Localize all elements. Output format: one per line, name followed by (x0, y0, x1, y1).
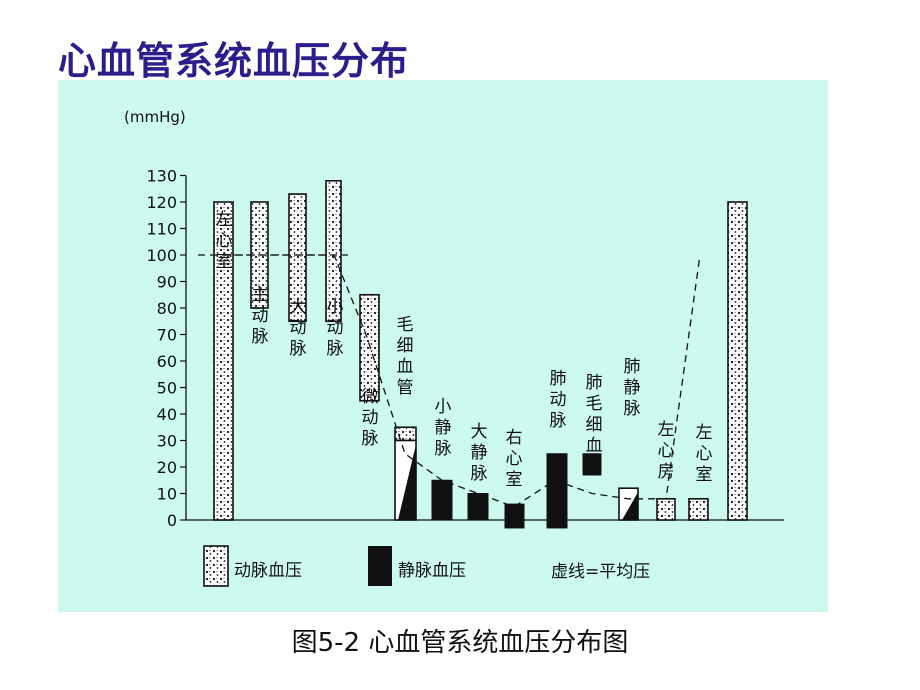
y-tick-label: 100 (146, 246, 177, 265)
legend: 动脉血压 静脉血压 虚线=平均压 (203, 545, 650, 587)
category-label: 肺动脉 (550, 369, 567, 431)
category-label: 微动脉 (362, 387, 379, 449)
slide-title: 心血管系统血压分布 (58, 39, 410, 83)
category-labels: 左心室主动脉大动脉小动脉微动脉毛细血管小静脉大静脉右心室肺动脉肺毛细血管肺静脉左… (216, 210, 713, 490)
bars (213, 180, 748, 529)
y-tick-label: 10 (157, 485, 177, 504)
venous-pressure-bar (398, 444, 416, 520)
y-tick-label: 40 (157, 405, 177, 424)
y-tick-label: 60 (157, 352, 177, 371)
category-label: 毛细血管 (397, 315, 414, 398)
venous-pressure-bar (504, 503, 525, 529)
category-label: 右心室 (506, 428, 523, 490)
category-label: 小动脉 (327, 297, 344, 359)
venous-pressure-bar (582, 453, 602, 476)
blood-pressure-chart: (mmHg) 0 10 20 30 40 50 60 70 80 90 100 110 120 130 左心… (124, 108, 784, 587)
venous-pressure-bar (546, 453, 568, 529)
figure-caption: 图5-2 心血管系统血压分布图 (291, 628, 629, 658)
y-tick-label: 110 (146, 220, 177, 239)
arterial-pressure-bar (325, 180, 342, 323)
category-label: 大静脉 (471, 422, 488, 484)
legend-swatch-venous (368, 546, 392, 586)
legend-label-arterial: 动脉血压 (234, 561, 302, 581)
y-tick-label: 30 (157, 432, 177, 451)
category-label: 主动脉 (252, 285, 269, 347)
arterial-pressure-bar (688, 497, 709, 521)
legend-label-venous: 静脉血压 (398, 561, 466, 581)
arterial-pressure-bar (359, 293, 380, 402)
y-tick-label: 70 (157, 326, 177, 345)
y-axis: (mmHg) 0 10 20 30 40 50 60 70 80 90 100 110 120 130 (124, 108, 784, 530)
y-tick-label: 80 (157, 299, 177, 318)
y-tick-label: 20 (157, 458, 177, 477)
venous-pressure-bar (467, 493, 489, 521)
venous-pressure-bar (622, 492, 638, 520)
chart-panel: (mmHg) 0 10 20 30 40 50 60 70 80 90 100 110 120 130 左心… (58, 80, 828, 612)
mean-pressure-line (198, 254, 701, 508)
legend-label-mean: 虚线=平均压 (551, 562, 650, 582)
y-tick-label: 130 (146, 167, 177, 186)
arterial-pressure-bar (656, 497, 676, 521)
arterial-pressure-bar (213, 201, 234, 521)
y-tick-label: 50 (157, 379, 177, 398)
legend-swatch-arterial (203, 545, 229, 587)
category-label: 肺静脉 (624, 357, 641, 419)
mean-pressure-polyline (224, 254, 701, 508)
category-label: 左心室 (216, 210, 233, 272)
arterial-pressure-bar (727, 201, 748, 521)
venous-pressure-bar (431, 479, 453, 521)
y-tick-label: 0 (167, 511, 177, 530)
category-label: 左心房 (658, 420, 675, 482)
arterial-pressure-bar (288, 193, 307, 323)
y-tick-label: 90 (157, 273, 177, 292)
category-label: 小静脉 (435, 397, 452, 459)
category-label: 大动脉 (290, 297, 307, 359)
category-label: 肺毛细血管 (586, 373, 603, 477)
y-tick-label: 120 (146, 193, 177, 212)
y-axis-unit: (mmHg) (124, 108, 186, 126)
category-label: 左心室 (696, 423, 713, 485)
